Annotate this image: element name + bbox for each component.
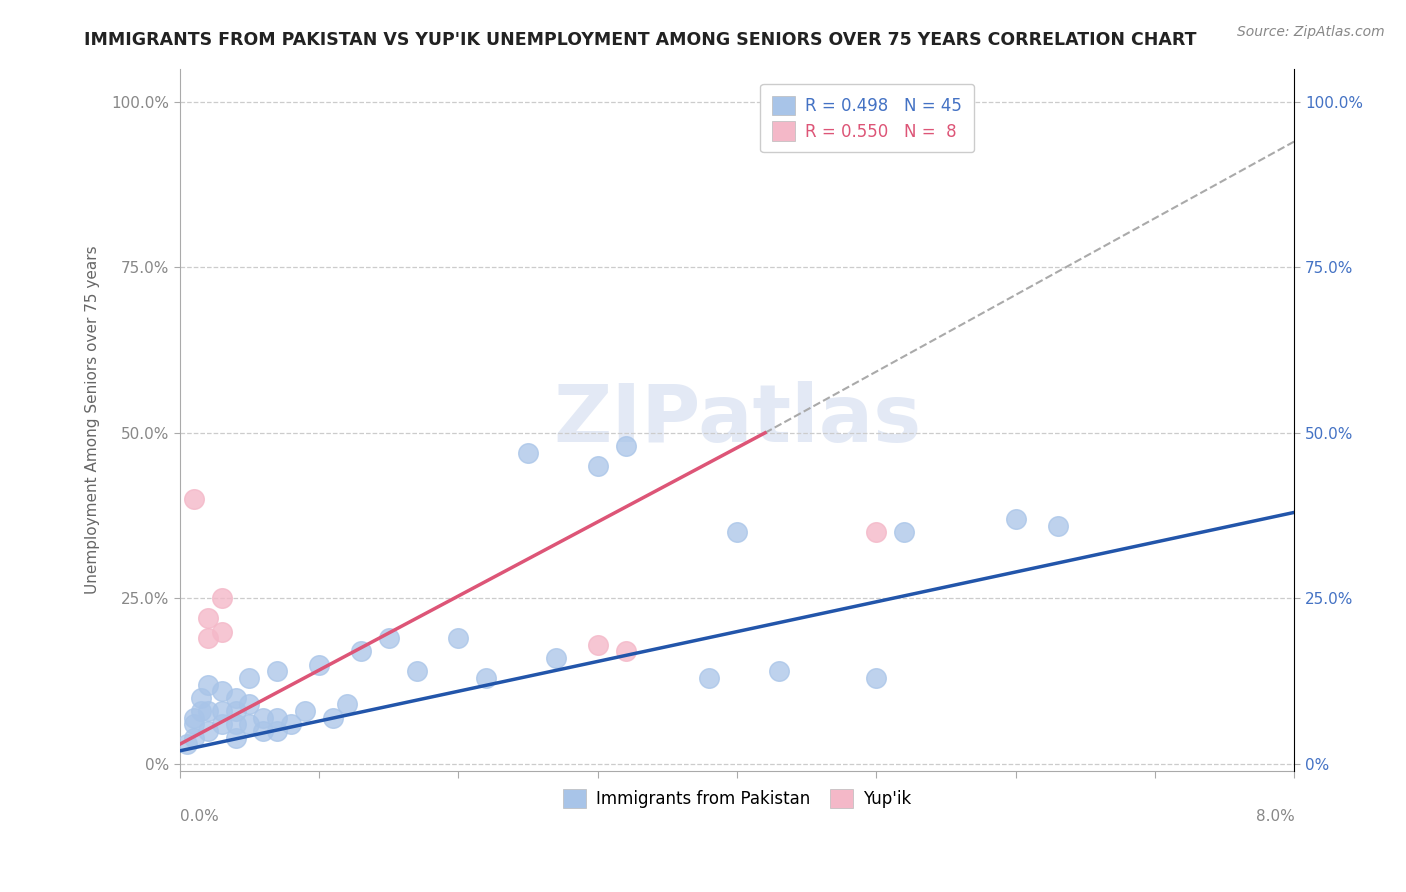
Point	[475, 671, 498, 685]
Point	[211, 684, 233, 698]
Point	[197, 611, 219, 625]
Point	[176, 737, 198, 751]
Point	[197, 723, 219, 738]
Point	[768, 665, 790, 679]
Point	[211, 704, 233, 718]
Point	[586, 458, 609, 473]
Point	[725, 525, 748, 540]
Point	[893, 525, 915, 540]
Point	[197, 677, 219, 691]
Point	[197, 704, 219, 718]
Point	[447, 631, 470, 645]
Point	[405, 665, 427, 679]
Point	[211, 591, 233, 606]
Point	[183, 731, 205, 745]
Point	[322, 711, 344, 725]
Legend: Immigrants from Pakistan, Yup'ik: Immigrants from Pakistan, Yup'ik	[555, 782, 918, 815]
Point	[183, 717, 205, 731]
Text: 8.0%: 8.0%	[1256, 809, 1295, 824]
Point	[238, 671, 260, 685]
Text: Source: ZipAtlas.com: Source: ZipAtlas.com	[1237, 25, 1385, 39]
Point	[697, 671, 720, 685]
Point	[350, 644, 373, 658]
Point	[266, 723, 288, 738]
Point	[238, 698, 260, 712]
Point	[252, 723, 274, 738]
Y-axis label: Unemployment Among Seniors over 75 years: Unemployment Among Seniors over 75 years	[86, 245, 100, 594]
Point	[1004, 512, 1026, 526]
Point	[378, 631, 401, 645]
Point	[183, 492, 205, 507]
Point	[586, 638, 609, 652]
Point	[294, 704, 316, 718]
Point	[266, 665, 288, 679]
Point	[211, 717, 233, 731]
Point	[225, 717, 247, 731]
Point	[865, 525, 887, 540]
Text: IMMIGRANTS FROM PAKISTAN VS YUP'IK UNEMPLOYMENT AMONG SENIORS OVER 75 YEARS CORR: IMMIGRANTS FROM PAKISTAN VS YUP'IK UNEMP…	[84, 31, 1197, 49]
Point	[865, 671, 887, 685]
Point	[225, 731, 247, 745]
Text: ZIPatlas: ZIPatlas	[553, 381, 921, 458]
Point	[614, 439, 637, 453]
Point	[211, 624, 233, 639]
Point	[197, 631, 219, 645]
Text: 0.0%: 0.0%	[180, 809, 218, 824]
Point	[190, 704, 212, 718]
Point	[308, 657, 330, 672]
Point	[517, 446, 540, 460]
Point	[225, 690, 247, 705]
Point	[1046, 518, 1069, 533]
Point	[336, 698, 359, 712]
Point	[190, 690, 212, 705]
Point	[238, 717, 260, 731]
Point	[183, 711, 205, 725]
Point	[252, 711, 274, 725]
Point	[280, 717, 302, 731]
Point	[266, 711, 288, 725]
Point	[225, 704, 247, 718]
Point	[614, 644, 637, 658]
Point	[544, 651, 567, 665]
